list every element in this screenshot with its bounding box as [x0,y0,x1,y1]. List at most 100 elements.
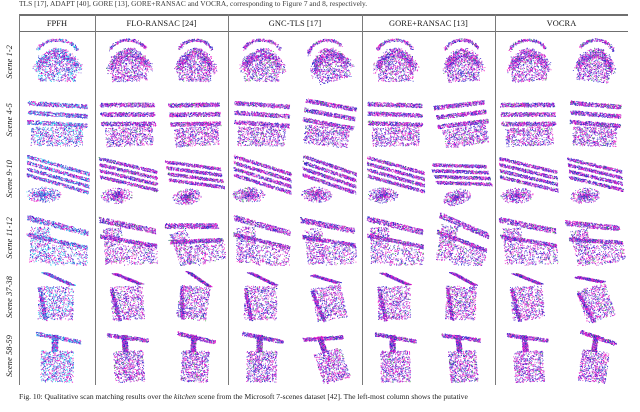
point-cloud-panel [497,269,559,325]
figure-cell [495,32,628,91]
point-cloud-panel [97,92,159,148]
point-cloud-panel [431,33,493,89]
point-cloud-panel [164,92,226,148]
figure-cell [95,267,228,326]
point-cloud-panel [230,269,293,325]
column-header-row: FPFH FLO-RANSAC [24] GNC-TLS [17] GORE+R… [19,16,628,31]
row-label-text: Scene 58-59 [5,335,14,377]
point-cloud-panel [564,33,626,89]
column-header-vocra: VOCRA [495,16,628,31]
figure-row: Scene 4-5 [19,91,628,150]
point-cloud-panel [564,210,626,266]
point-cloud-panel [230,210,293,266]
point-cloud-panel [497,33,559,89]
point-cloud-panel [497,210,559,266]
caption-emphasis: kitchen [174,392,196,401]
figure-cell [19,91,95,150]
figure-cell [228,91,362,150]
column-header-fpfh: FPFH [19,16,95,31]
row-label-scene-37-38: Scene 37-38 [0,267,19,326]
figure-cell [228,150,362,209]
point-cloud-panel [230,33,293,89]
point-cloud-panel [564,151,626,207]
row-label-scene-4-5: Scene 4-5 [0,91,19,150]
point-cloud-panel [364,269,426,325]
figure-cell [495,91,628,150]
caption-suffix: scene from the Microsoft 7-scenes datase… [196,392,468,401]
point-cloud-panel [564,328,626,384]
point-cloud-panel [164,269,226,325]
figure-cell [95,150,228,209]
figure-cell [362,150,495,209]
figure-cell [19,32,95,91]
point-cloud-panel [564,269,626,325]
row-label-text: Scene 37-38 [5,276,14,318]
point-cloud-panel [364,210,426,266]
figure-cell [228,208,362,267]
row-label-scene-11-12: Scene 11-12 [0,208,19,267]
point-cloud-panel [297,151,360,207]
point-cloud-panel [23,269,91,325]
figure-row: Scene 1-2 [19,32,628,91]
figure-cell [228,32,362,91]
figure-cell [495,208,628,267]
figure-cell [228,267,362,326]
point-cloud-panel [230,151,293,207]
point-cloud-panel [230,328,293,384]
point-cloud-panel [297,269,360,325]
point-cloud-panel [431,269,493,325]
point-cloud-panel [164,210,226,266]
point-cloud-panel [97,210,159,266]
figure-grid-body: Scene 1-2 Scene 4-5 Scene 9-10 Scene 11-12 S… [19,32,628,385]
point-cloud-panel [431,151,493,207]
point-cloud-panel [564,92,626,148]
point-cloud-panel [97,269,159,325]
row-label-scene-1-2: Scene 1-2 [0,32,19,91]
row-label-text: Scene 4-5 [5,103,14,137]
column-header-gnc-tls: GNC-TLS [17] [228,16,362,31]
figure-row: Scene 9-10 [19,150,628,209]
point-cloud-panel [297,33,360,89]
figure-cell [495,326,628,385]
figure-cell [495,267,628,326]
point-cloud-panel [23,92,91,148]
row-label-scene-58-59: Scene 58-59 [0,326,19,385]
figure-cell [95,326,228,385]
point-cloud-panel [23,328,91,384]
figure-row: Scene 37-38 [19,267,628,326]
row-label-text: Scene 11-12 [5,217,14,258]
point-cloud-panel [23,210,91,266]
point-cloud-panel [23,151,91,207]
point-cloud-panel [97,328,159,384]
figure-cell [95,208,228,267]
point-cloud-panel [297,328,360,384]
point-cloud-panel [497,328,559,384]
figure-10-table: FPFH FLO-RANSAC [24] GNC-TLS [17] GORE+R… [19,14,628,385]
point-cloud-panel [364,328,426,384]
point-cloud-panel [431,328,493,384]
point-cloud-panel [297,210,360,266]
figure-row: Scene 11-12 [19,208,628,267]
figure-cell [362,208,495,267]
point-cloud-panel [230,92,293,148]
figure-caption: Fig. 10: Qualitative scan matching resul… [19,391,629,402]
column-header-flo-ransac: FLO-RANSAC [24] [95,16,228,31]
point-cloud-panel [23,33,91,89]
figure-cell [362,267,495,326]
column-header-gore-ransac: GORE+RANSAC [13] [362,16,495,31]
point-cloud-panel [364,92,426,148]
top-continuation-text: TLS [17], ADAPT [40], GORE [13], GORE+RA… [19,0,629,9]
point-cloud-panel [497,151,559,207]
point-cloud-panel [297,92,360,148]
point-cloud-panel [164,151,226,207]
figure-cell [19,326,95,385]
figure-row: Scene 58-59 [19,326,628,385]
point-cloud-panel [364,33,426,89]
figure-cell [362,32,495,91]
figure-cell [228,326,362,385]
row-label-text: Scene 9-10 [5,160,14,198]
caption-prefix: Fig. 10: Qualitative scan matching resul… [19,392,174,401]
point-cloud-panel [97,151,159,207]
figure-cell [362,91,495,150]
point-cloud-panel [364,151,426,207]
